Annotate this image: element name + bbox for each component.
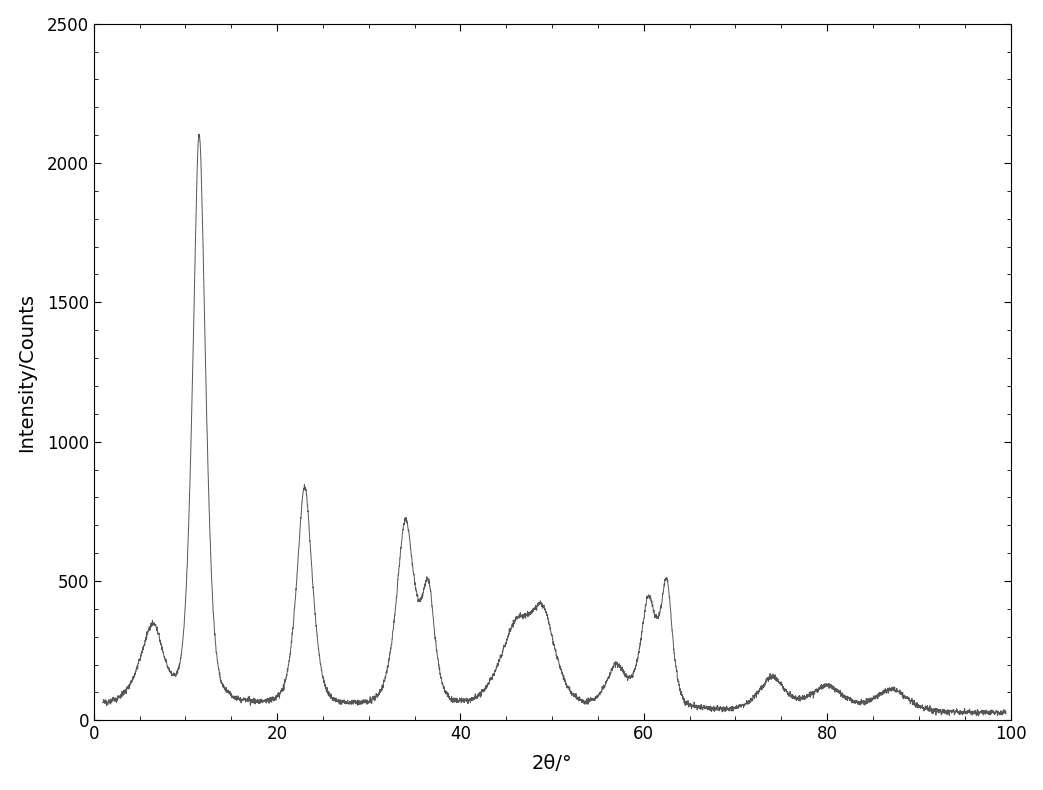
X-axis label: 2θ/°: 2θ/° <box>532 754 573 773</box>
Y-axis label: Intensity/Counts: Intensity/Counts <box>17 292 35 452</box>
